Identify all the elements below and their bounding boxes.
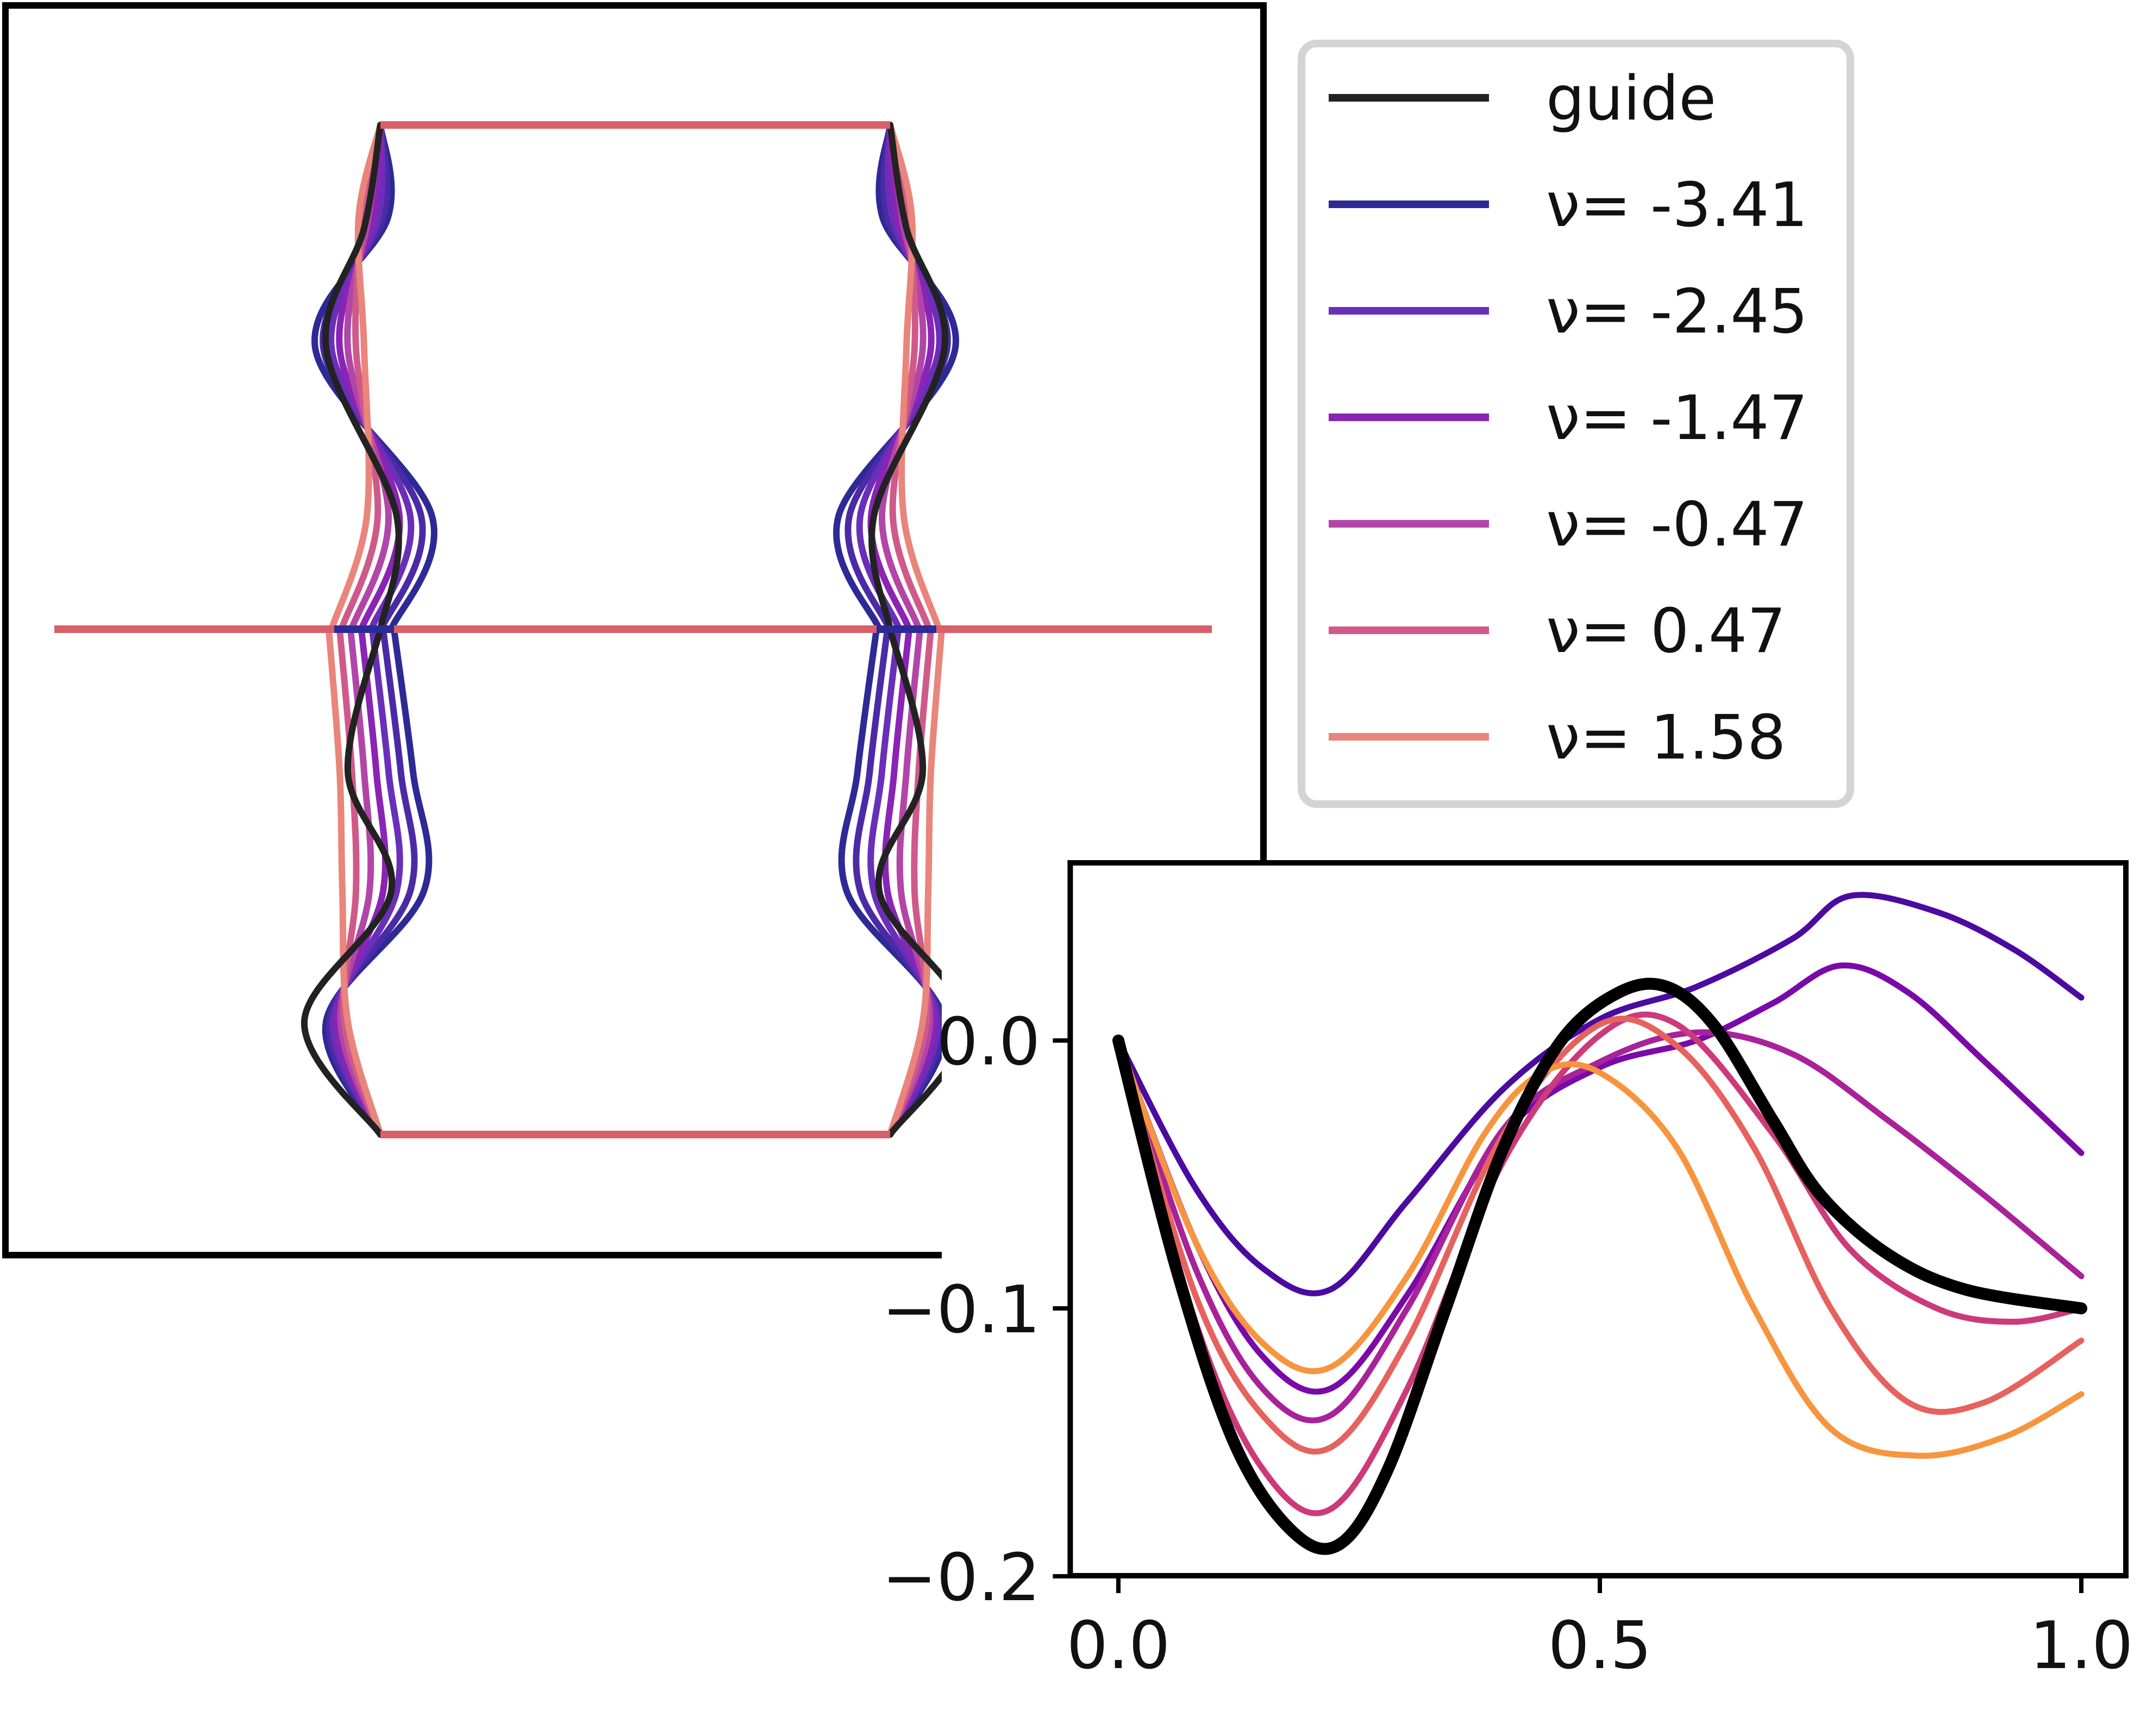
x-tick-label: 0.0 bbox=[1067, 1608, 1171, 1684]
shape-outline bbox=[887, 626, 934, 1138]
shape-outline bbox=[887, 626, 945, 1138]
shape-outline bbox=[838, 626, 949, 1138]
shape-outline bbox=[336, 122, 403, 632]
shape-outline bbox=[333, 626, 389, 1138]
y-tick-label: −0.1 bbox=[882, 1273, 1040, 1348]
legend-label: ν= -0.47 bbox=[1546, 490, 1808, 560]
shape-outline bbox=[887, 122, 942, 632]
shape-outline bbox=[328, 122, 415, 632]
shape-panel bbox=[2, 2, 1267, 1258]
shape-outline bbox=[867, 626, 941, 1138]
chart-axes: 0.0 0.5 1.0 0.0 −0.1 −0.2 bbox=[882, 860, 2133, 1684]
shape-outline bbox=[887, 122, 933, 632]
chart-background bbox=[942, 861, 2132, 1698]
shape-outline bbox=[311, 122, 437, 632]
shape-outline bbox=[833, 122, 959, 632]
shape-outline bbox=[328, 122, 384, 632]
legend-entry: ν= -0.47 bbox=[1329, 490, 1808, 560]
shape-curves bbox=[54, 121, 1212, 1138]
legend-entries: guide ν= -3.41 ν= -2.45 ν= -1.47 ν= -0.47 ν= … bbox=[1329, 64, 1808, 773]
shape-outline bbox=[853, 626, 944, 1138]
shape-outline bbox=[301, 626, 396, 1138]
y-tick-label: 0.0 bbox=[937, 1005, 1041, 1080]
legend-label: ν= 0.47 bbox=[1546, 596, 1786, 667]
shape-outline bbox=[330, 626, 403, 1138]
legend-entry: ν= -1.47 bbox=[1329, 383, 1808, 454]
shape-outline bbox=[322, 626, 433, 1138]
series-line bbox=[1115, 962, 2085, 1395]
legend-label: ν= -3.41 bbox=[1546, 170, 1808, 241]
legend-entry: ν= -3.41 bbox=[1329, 170, 1808, 241]
y-tick-label: −0.2 bbox=[882, 1540, 1040, 1616]
legend-label: ν= -2.45 bbox=[1546, 277, 1808, 347]
shape-outline bbox=[338, 122, 384, 632]
x-tick-label: 1.0 bbox=[2030, 1608, 2133, 1684]
series-line bbox=[1115, 1011, 2085, 1516]
shape-outline bbox=[867, 122, 935, 632]
shape-outline bbox=[326, 626, 384, 1138]
series-line bbox=[1115, 1016, 2085, 1455]
x-tick-label: 0.5 bbox=[1548, 1608, 1652, 1684]
legend-entry: ν= -2.45 bbox=[1329, 277, 1808, 347]
series-line bbox=[1112, 977, 2087, 1555]
series-group bbox=[1112, 892, 2087, 1555]
legend-entry: guide bbox=[1329, 64, 1716, 134]
shape-outline bbox=[887, 626, 934, 1138]
shape-outline bbox=[868, 122, 949, 632]
shape-outline bbox=[322, 122, 402, 632]
shape-outline bbox=[881, 626, 937, 1138]
legend-box bbox=[1298, 40, 1854, 808]
legend-entry: ν= 0.47 bbox=[1329, 596, 1786, 667]
legend-label: guide bbox=[1546, 64, 1716, 134]
legend-entry: ν= 1.58 bbox=[1329, 703, 1786, 773]
legend-label: ν= -1.47 bbox=[1546, 383, 1808, 454]
chart-plot bbox=[1112, 892, 2087, 1555]
shape-outline bbox=[336, 626, 384, 1138]
shape-outline bbox=[337, 626, 384, 1138]
legend-label: ν= 1.58 bbox=[1546, 703, 1786, 773]
shape-outline bbox=[326, 626, 418, 1138]
line-chart: 0.0 0.5 1.0 0.0 −0.1 −0.2 bbox=[882, 860, 2133, 1698]
shape-outline bbox=[856, 122, 943, 632]
series-line bbox=[1115, 1037, 2085, 1459]
legend: guide ν= -3.41 ν= -2.45 ν= -1.47 ν= -0.47 ν= … bbox=[1298, 40, 1854, 808]
